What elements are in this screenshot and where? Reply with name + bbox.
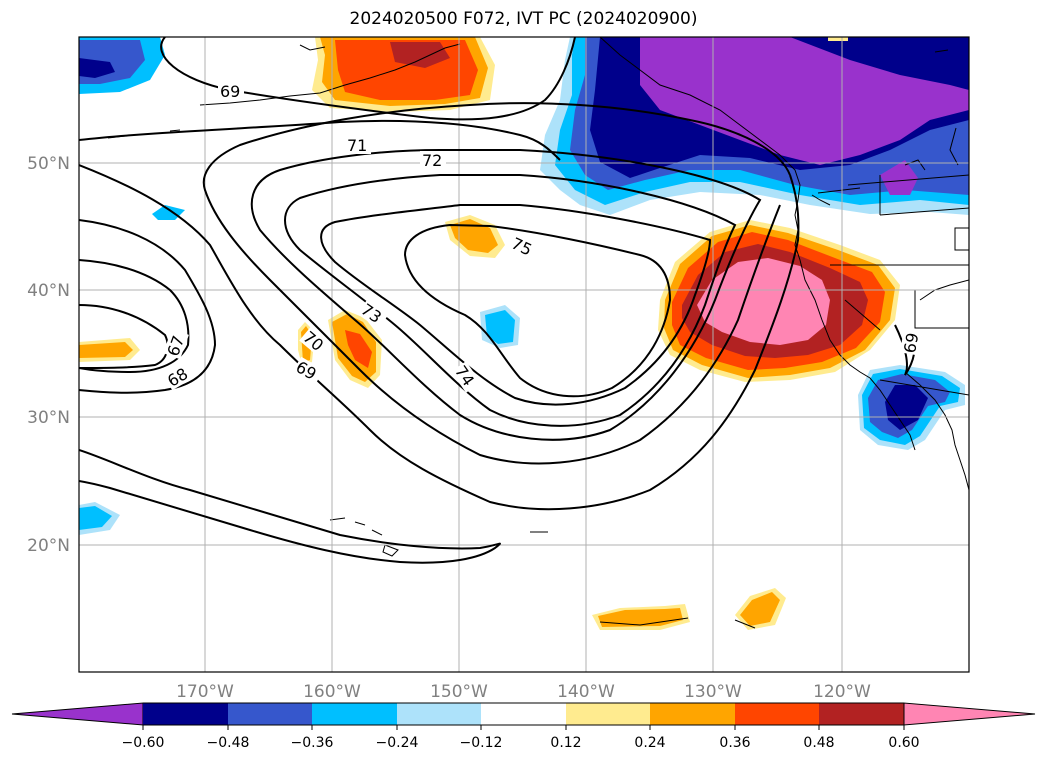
colorbar-tick: −0.60 [122, 735, 165, 751]
latitude-labels: 50°N 40°N 30°N 20°N [27, 154, 70, 556]
lon-label: 130°W [684, 682, 742, 702]
positive-anomaly-alaska [312, 37, 495, 112]
negative-anomaly-baja [858, 365, 965, 450]
negative-anomaly-nw [79, 37, 165, 94]
colorbar-tick: −0.36 [291, 735, 334, 751]
colorbar-tick: −0.24 [376, 735, 419, 751]
lon-label: 160°W [303, 682, 361, 702]
colorbar-segment [819, 703, 904, 725]
positive-anomaly-west-edge [79, 338, 140, 362]
colorbar-tick: 0.12 [550, 735, 581, 751]
colorbar-tick: 0.24 [634, 735, 665, 751]
lon-label: 170°W [176, 682, 234, 702]
graticule [79, 37, 969, 672]
lat-label: 20°N [27, 536, 70, 556]
coastlines [107, 37, 969, 629]
longitude-labels: 170°W 160°W 150°W 140°W 130°W 120°W [176, 682, 871, 702]
colorbar-segment [312, 703, 397, 725]
colorbar-segment [228, 703, 312, 725]
colorbar: −0.60 −0.48 −0.36 −0.24 −0.12 0.12 0.24 … [11, 702, 1036, 751]
colorbar-segment [566, 703, 650, 725]
colorbar-tick: −0.48 [207, 735, 250, 751]
colorbar-segment [735, 703, 819, 725]
contour-label-group: 69 71 72 75 73 70 69 67 68 74 69 [163, 82, 922, 393]
lon-label: 140°W [557, 682, 615, 702]
negative-anomaly-small-2 [480, 305, 520, 348]
map-title: 2024020500 F072, IVT PC (2024020900) [349, 9, 698, 29]
colorbar-segment [397, 703, 481, 725]
map-frame [78, 36, 970, 673]
negative-anomaly-southwest [79, 502, 120, 535]
lon-label: 120°W [813, 682, 871, 702]
contour-label: 69 [220, 82, 240, 101]
ivt-contour-lines [79, 37, 916, 564]
lat-label: 30°N [27, 408, 70, 428]
colorbar-tick: 0.60 [888, 735, 919, 751]
colorbar-tick: 0.36 [719, 735, 750, 751]
contour-label: 69 [900, 331, 922, 354]
negative-anomaly-northeast [540, 37, 969, 215]
positive-anomaly-california [658, 220, 900, 382]
lon-label: 150°W [430, 682, 488, 702]
positive-anomaly-small-2 [298, 310, 382, 388]
contour-label: 71 [347, 136, 367, 155]
positive-anomaly-small-1 [445, 215, 505, 258]
contour-label: 72 [422, 151, 442, 170]
colorbar-segment [143, 703, 228, 725]
colorbar-segment [481, 703, 566, 725]
colorbar-tick: −0.12 [460, 735, 503, 751]
colorbar-segment-high-extend [903, 702, 1036, 726]
colorbar-segment-low-extend [11, 702, 144, 726]
lat-label: 50°N [27, 154, 70, 174]
colorbar-segment [650, 703, 735, 725]
colorbar-tick: 0.48 [803, 735, 834, 751]
ivt-filled-contours [79, 37, 969, 630]
lat-label: 40°N [27, 281, 70, 301]
